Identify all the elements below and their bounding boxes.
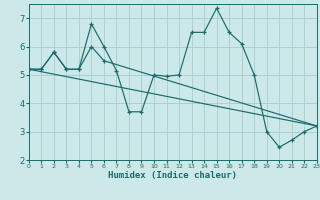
X-axis label: Humidex (Indice chaleur): Humidex (Indice chaleur) [108,171,237,180]
